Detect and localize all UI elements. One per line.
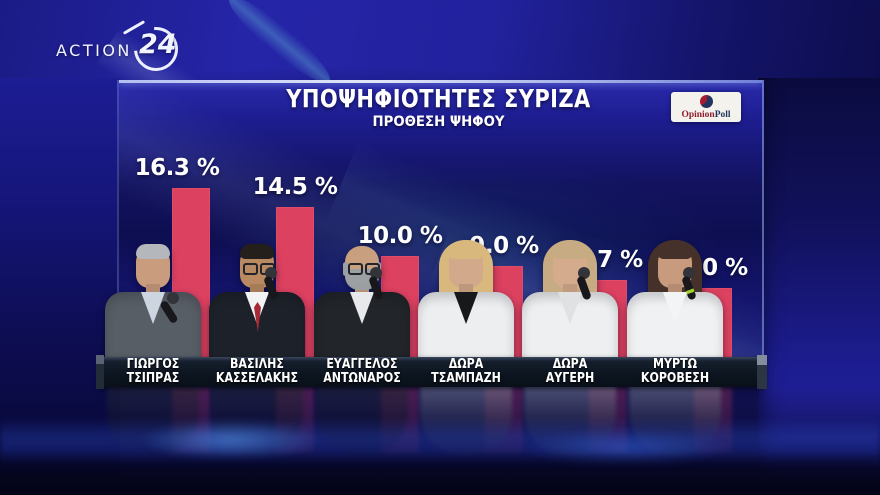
candidate-name: ΓΙΩΡΓΟΣ ΤΣΙΠΡΑΣ xyxy=(126,357,180,386)
chart-column: 16.3 % xyxy=(101,0,220,495)
value-label: 14.5 % xyxy=(252,174,338,201)
candidate-name: ΒΑΣΙΛΗΣ ΚΑΣΣΕΛΑΚΗΣ xyxy=(215,357,299,386)
chart-column: 9.0 % xyxy=(414,0,539,495)
studio-backdrop-top xyxy=(0,0,880,81)
candidate-photo xyxy=(627,238,723,360)
action24-number: 24 xyxy=(139,29,177,60)
candidate-name: ΕΥΑΓΓΕΛΟΣ ΑΝΤΩΝΑΡΟΣ xyxy=(323,357,401,386)
pie-chart-icon xyxy=(700,95,713,108)
opinionpoll-wordmark: OpinionPoll xyxy=(681,110,731,120)
opinionpoll-logo: OpinionPoll xyxy=(671,92,741,122)
candidate-photo xyxy=(522,238,618,360)
value-label: 16.3 % xyxy=(134,154,220,181)
candidate-name: ΔΩΡΑ ΑΥΓΕΡΗ xyxy=(545,357,595,386)
candidate-photo xyxy=(105,238,201,360)
names-strip: ΓΙΩΡΓΟΣ ΤΣΙΠΡΑΣ ΒΑΣΙΛΗΣ ΚΑΣΣΕΛΑΚΗΣ ΕΥΑΓΓΕΛ… xyxy=(96,355,767,389)
candidate-name: ΔΩΡΑ ΤΣΑΜΠΑΖΗ xyxy=(431,357,501,386)
chart-subtitle: ΠΡΟΘΕΣΗ ΨΗΦΟΥ xyxy=(372,114,505,130)
chart-column: 7.7 % xyxy=(518,0,643,495)
candidate-photo xyxy=(209,238,305,360)
bottom-vignette xyxy=(0,452,880,495)
action24-logo: ACTION 24 xyxy=(56,18,187,80)
candidate-photo xyxy=(314,238,410,360)
action24-wordmark: ACTION xyxy=(56,41,132,60)
chart-header: ΥΠΟΨΗΦΙΟΤΗΤΕΣ ΣΥΡΙΖΑ ΠΡΟΘΕΣΗ ΨΗΦΟΥ xyxy=(117,84,760,130)
candidate-name: ΜΥΡΤΩ ΚΟΡΟΒΕΣΗ xyxy=(640,357,710,386)
chart-column: 7.0 % xyxy=(623,0,748,495)
value-label: 10.0 % xyxy=(357,222,443,249)
chart-title: ΥΠΟΨΗΦΙΟΤΗΤΕΣ ΣΥΡΙΖΑ xyxy=(286,84,591,113)
candidate-photo xyxy=(418,238,514,360)
chart-column: 14.5 % xyxy=(205,0,338,495)
chart-column: 10.0 % xyxy=(310,0,443,495)
